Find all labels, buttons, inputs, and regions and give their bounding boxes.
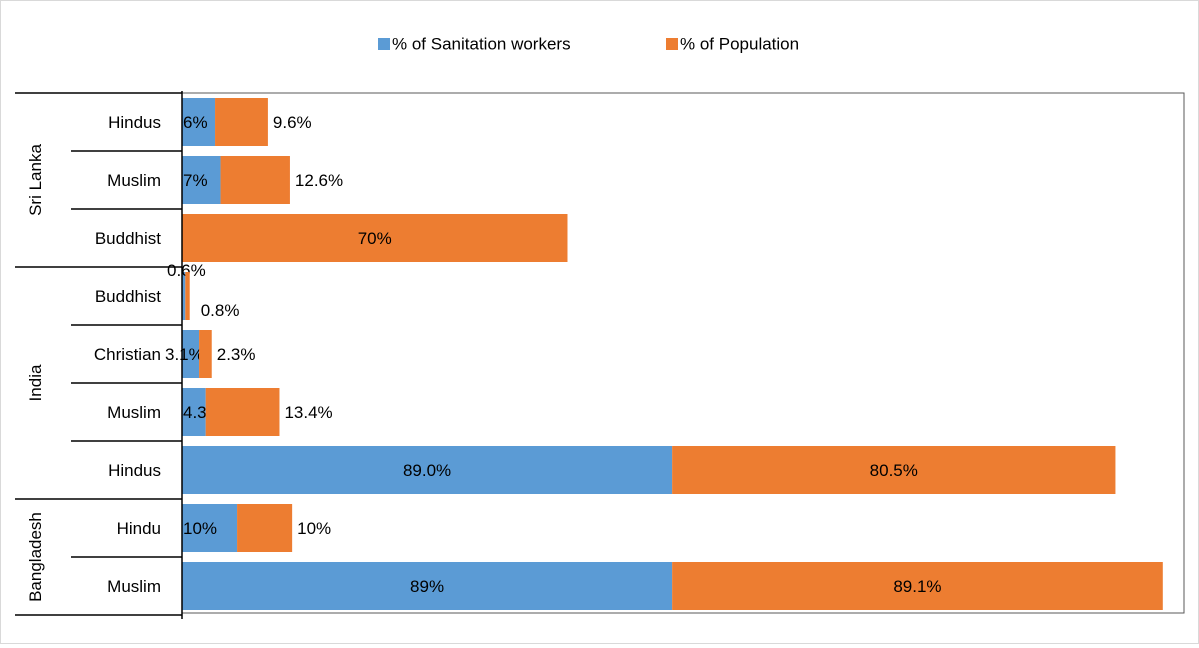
category-label: Hindus [108,461,161,480]
data-label: 6% [183,113,208,132]
data-label: 10% [297,519,331,538]
bar-of-population-india-buddhist [185,272,190,320]
data-label: 89.0% [403,461,451,480]
data-label: 70% [358,229,392,248]
bar-of-population-sri-lanka-muslim [220,156,290,204]
data-label: 13.4% [284,403,332,422]
bar-of-sanitation-workers-india-muslim [182,388,206,436]
category-axis: Hindus Muslim Buddhist Buddhist Christian Mus… [15,91,183,619]
legend-swatch [666,38,678,50]
bar-of-population-india-muslim [205,388,280,436]
data-label: 3.1% [165,345,204,364]
bar-row-sri-lanka-hindus: 6% 9.6% [182,98,312,146]
category-label: Hindu [117,519,161,538]
legend-swatch [378,38,390,50]
category-label: Buddhist [95,287,161,306]
group-label-bangladesh: Bangladesh [26,512,45,602]
bar-of-sanitation-workers-sri-lanka-hindus [182,98,216,146]
bar-row-sri-lanka-buddhist: 70% [182,214,568,262]
group-label-india: India [26,364,45,401]
plot-area: 6% 9.6% 7% 12.6% 70% 0.6% 0.8% 3.1% 2.3% 4.3% 13.4… [165,92,1185,614]
legend-label: % of Population [680,35,799,54]
bar-of-sanitation-workers-bangladesh-muslim [182,562,673,610]
bar-of-population-india-christian [199,330,212,378]
data-label: 80.5% [870,461,918,480]
data-label: 89.1% [893,577,941,596]
category-label: Muslim [107,171,161,190]
bar-of-sanitation-workers-india-christian [182,330,200,378]
bar-of-population-india-hindus [672,446,1116,494]
legend-label: % of Sanitation workers [392,35,571,54]
data-label: 9.6% [273,113,312,132]
bar-of-sanitation-workers-bangladesh-hindu [182,504,238,552]
bar-of-sanitation-workers-india-hindus [182,446,673,494]
bar-of-sanitation-workers-sri-lanka-muslim [182,156,221,204]
bar-row-sri-lanka-muslim: 7% 12.6% [182,156,343,204]
category-label: Christian [94,345,161,364]
bar-row-india-hindus: 89.0% 80.5% [182,446,1116,494]
data-label: 12.6% [295,171,343,190]
bar-row-bangladesh-muslim: 89% 89.1% [182,562,1163,610]
data-label: 7% [183,171,208,190]
category-label: Hindus [108,113,161,132]
bar-of-population-bangladesh-muslim [672,562,1163,610]
bar-of-population-sri-lanka-hindus [215,98,268,146]
bar-row-india-muslim: 4.3% 13.4% [182,388,333,436]
bar-row-india-buddhist: 0.6% 0.8% [167,261,239,320]
bar-row-india-christian: 3.1% 2.3% [165,330,255,378]
legend: % of Sanitation workers % of Population [378,35,799,54]
legend-item-of-population: % of Population [666,35,799,54]
category-label: Muslim [107,403,161,422]
bar-of-population-sri-lanka-buddhist [182,214,568,262]
data-label: 0.8% [201,301,240,320]
legend-item-of-sanitation-workers: % of Sanitation workers [378,35,571,54]
category-label: Buddhist [95,229,161,248]
data-label: 10% [183,519,217,538]
data-label: 2.3% [217,345,256,364]
bar-of-sanitation-workers-india-buddhist [182,272,186,320]
category-label: Muslim [107,577,161,596]
bar-row-bangladesh-hindu: 10% 10% [182,504,331,552]
data-label: 89% [410,577,444,596]
bar-of-population-bangladesh-hindu [237,504,293,552]
data-label: 0.6% [167,261,206,280]
group-label-sri-lanka: Sri Lanka [26,144,45,216]
